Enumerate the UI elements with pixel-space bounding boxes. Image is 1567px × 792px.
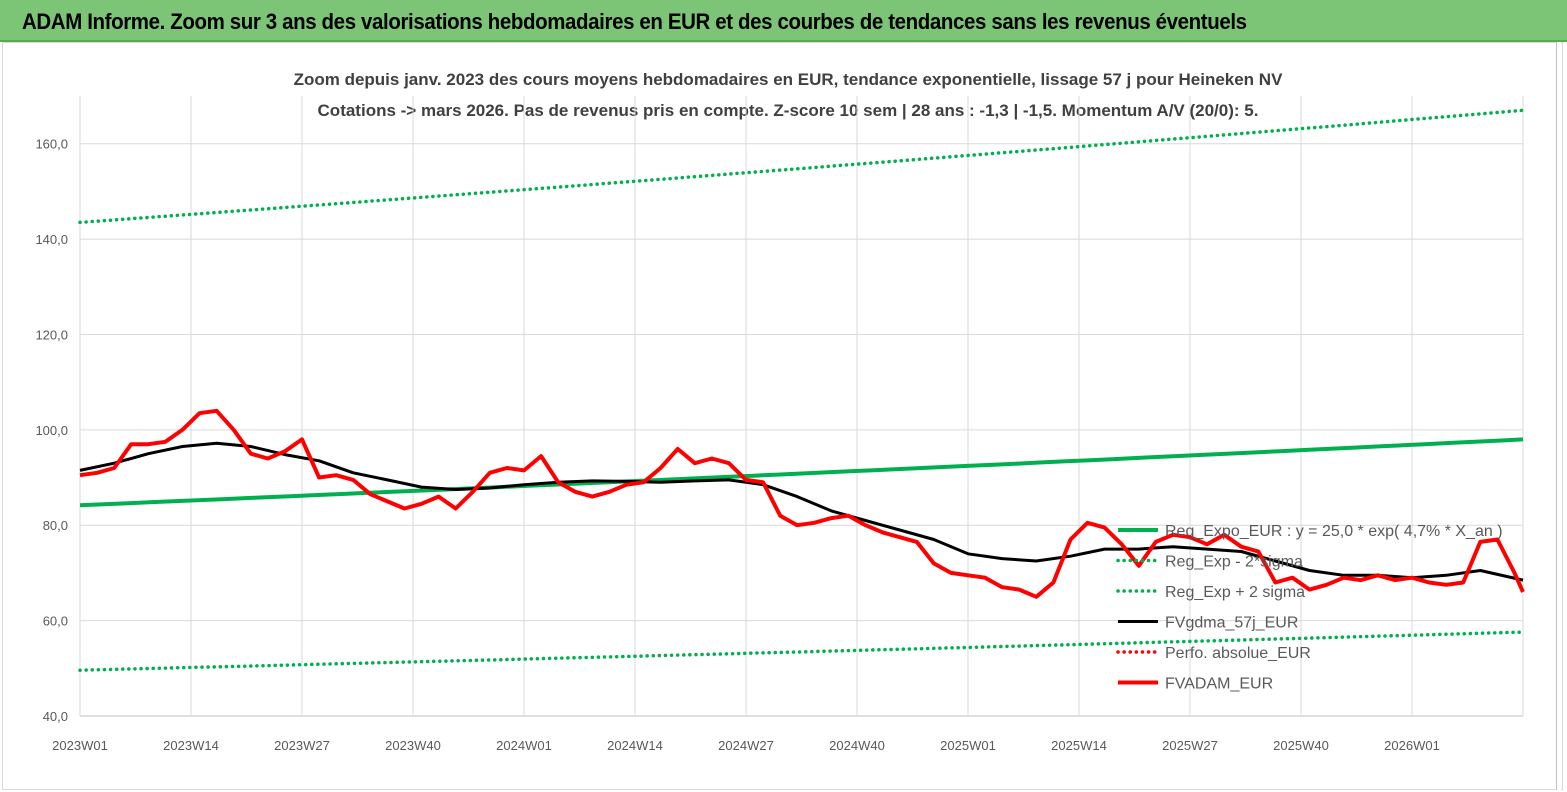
y-axis: 40,0 60,0 80,0 100,0 120,0 140,0 160,0: [35, 137, 68, 724]
y-tick-label: 80,0: [43, 518, 68, 533]
legend-label: Reg_Exp - 2*sigma: [1165, 554, 1303, 571]
y-tick-label: 60,0: [43, 614, 68, 629]
x-tick-label: 2024W27: [718, 738, 774, 753]
series-2-line: [78, 108, 1525, 225]
legend-label: FVgdma_57j_EUR: [1165, 615, 1298, 632]
gridlines: [79, 96, 1524, 717]
x-tick-label: 2023W40: [385, 738, 441, 753]
window-edge: [1556, 42, 1561, 790]
x-axis: 2023W01 2023W14 2023W27 2023W40 2024W01 2024W…: [52, 738, 1440, 753]
legend-label: Reg_Expo_EUR : y = 25,0 * exp( 4,7% * X_…: [1165, 523, 1503, 540]
y-tick-label: 40,0: [43, 709, 68, 724]
x-tick-label: 2023W27: [274, 738, 330, 753]
series-5-line: [79, 408, 1525, 599]
x-tick-label: 2025W40: [1273, 738, 1329, 753]
x-tick-label: 2024W14: [607, 738, 663, 753]
banner-title: ADAM Informe. Zoom sur 3 ans des valoris…: [22, 9, 1247, 34]
series-lines: [78, 108, 1525, 672]
x-tick-label: 2023W01: [52, 738, 108, 753]
legend: Reg_Expo_EUR : y = 25,0 * exp( 4,7% * X_…: [1116, 523, 1503, 693]
y-tick-label: 160,0: [35, 137, 68, 152]
x-tick-label: 2024W01: [496, 738, 552, 753]
x-tick-label: 2025W01: [940, 738, 996, 753]
y-tick-label: 120,0: [35, 327, 68, 342]
x-tick-label: 2025W27: [1162, 738, 1218, 753]
x-tick-label: 2025W14: [1051, 738, 1107, 753]
title-banner: ADAM Informe. Zoom sur 3 ans des valoris…: [0, 0, 1567, 42]
y-tick-label: 140,0: [35, 232, 68, 247]
series-3-line: [79, 441, 1524, 582]
x-tick-label: 2023W14: [163, 738, 219, 753]
x-tick-label: 2024W40: [829, 738, 885, 753]
series-1-line: [78, 630, 1525, 672]
legend-label: FVADAM_EUR: [1165, 676, 1273, 693]
chart-title: Zoom depuis janv. 2023 des cours moyens …: [294, 70, 1283, 89]
chart-subtitle: Cotations -> mars 2026. Pas de revenus p…: [318, 101, 1259, 120]
series-0-line: [79, 437, 1524, 508]
legend-label: Reg_Exp + 2 sigma: [1165, 584, 1305, 601]
legend-label: Perfo. absolue_EUR: [1165, 645, 1311, 662]
x-tick-label: 2026W01: [1384, 738, 1440, 753]
y-tick-label: 100,0: [35, 423, 68, 438]
